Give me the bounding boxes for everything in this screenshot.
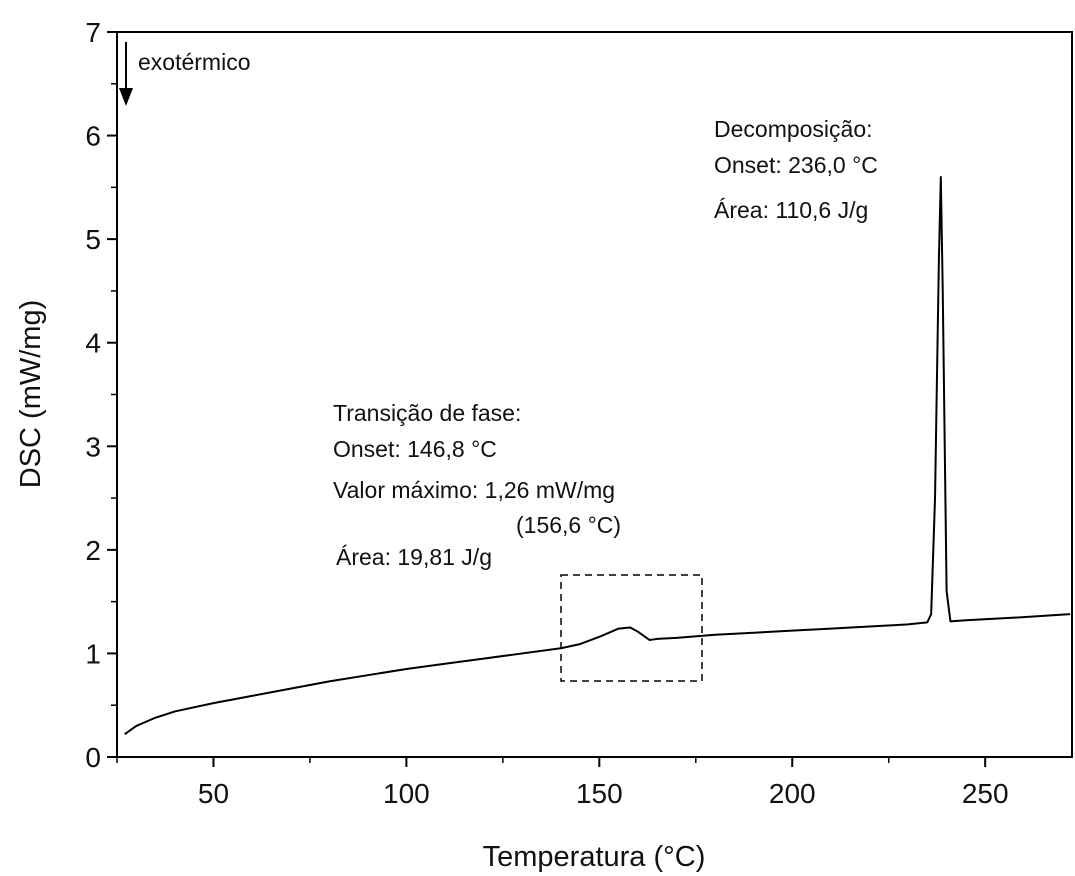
- annotation: Valor máximo: 1,26 mW/mg: [333, 477, 615, 503]
- y-axis-label: DSC (mW/mg): [15, 300, 47, 488]
- annotation: exotérmico: [138, 49, 250, 75]
- annotation: Área: 19,81 J/g: [336, 544, 492, 570]
- annotation: (156,6 °C): [516, 512, 621, 538]
- y-tick-label: 0: [85, 742, 101, 773]
- plot-frame: [116, 31, 1073, 758]
- x-tick-label: 200: [769, 778, 816, 809]
- annotation: Onset: 236,0 °C: [714, 152, 878, 178]
- x-tick-label: 150: [576, 778, 623, 809]
- y-tick-label: 6: [85, 121, 101, 152]
- x-tick-label: 250: [962, 778, 1009, 809]
- annotation: Área: 110,6 J/g: [714, 197, 868, 223]
- annotation: Onset: 146,8 °C: [333, 436, 497, 462]
- y-tick-label: 7: [85, 17, 101, 48]
- highlight-box: [560, 574, 703, 682]
- x-tick-label: 50: [198, 778, 229, 809]
- y-tick-label: 4: [85, 328, 101, 359]
- exo-arrowhead: [119, 88, 133, 106]
- y-tick-label: 2: [85, 535, 101, 566]
- y-tick-label: 3: [85, 431, 101, 462]
- annotation: Transição de fase:: [333, 400, 521, 426]
- x-axis-label: Temperatura (°C): [483, 841, 706, 873]
- y-tick-label: 5: [85, 224, 101, 255]
- x-tick-label: 100: [383, 778, 430, 809]
- annotation: Decomposição:: [714, 116, 873, 142]
- dsc-curve: [124, 176, 1071, 736]
- y-tick-label: 1: [85, 638, 101, 669]
